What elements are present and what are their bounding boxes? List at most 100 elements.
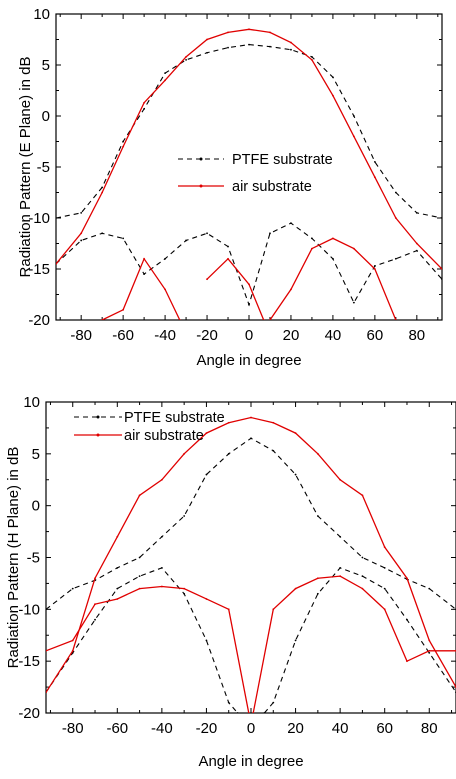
data-point xyxy=(373,161,376,163)
data-point xyxy=(339,575,342,578)
data-point xyxy=(428,587,431,590)
y-tick-label: 10 xyxy=(33,6,50,23)
data-point xyxy=(394,217,397,219)
data-point xyxy=(332,237,334,240)
data-point xyxy=(227,421,230,424)
data-point xyxy=(394,319,397,320)
data-point xyxy=(383,608,386,611)
chart-2: -80 -60 -40 -20 0 20 40 60 80 10 5 0 -5 -10 -15 -20 Angl… xyxy=(5,394,456,770)
legend-marker-ptfe-substrate xyxy=(96,415,100,419)
data-point xyxy=(428,651,431,654)
y-tick-label: 10 xyxy=(23,394,40,411)
data-point xyxy=(227,452,230,455)
data-point xyxy=(294,473,297,476)
x-tick-label: -40 xyxy=(151,720,173,737)
data-point xyxy=(205,598,208,600)
data-point xyxy=(138,556,141,559)
data-point xyxy=(415,242,418,245)
data-point xyxy=(80,212,83,214)
x-tick-label: -80 xyxy=(70,327,92,344)
x-axis-label: Angle in degree xyxy=(196,352,301,369)
data-point xyxy=(183,515,186,517)
series-air-substrate-line-3 xyxy=(252,575,456,713)
data-point xyxy=(101,319,104,320)
data-point xyxy=(116,598,119,600)
data-point xyxy=(263,712,266,713)
data-point xyxy=(227,31,229,34)
data-point xyxy=(205,639,208,642)
data-point xyxy=(361,587,364,590)
x-tick-label: 0 xyxy=(247,720,255,737)
data-point xyxy=(250,437,252,440)
data-point xyxy=(178,319,181,320)
data-point xyxy=(311,237,313,240)
data-point xyxy=(339,478,342,481)
y-tick-label: -20 xyxy=(28,312,50,329)
y-axis-label: Radiation Pattern (E Plane) in dB xyxy=(17,57,34,278)
x-tick-label: -80 xyxy=(62,720,84,737)
data-point xyxy=(394,257,397,260)
data-point xyxy=(227,46,229,49)
x-tick-label: -20 xyxy=(196,720,218,737)
data-point xyxy=(46,649,47,652)
plot-area xyxy=(46,416,456,713)
data-point xyxy=(205,473,208,476)
data-point xyxy=(394,191,397,194)
data-point xyxy=(138,575,141,578)
x-tick-label: 60 xyxy=(376,720,393,737)
x-tick-label: -20 xyxy=(196,327,218,344)
legend-marker-ptfe-substrate xyxy=(199,157,203,161)
series-air-substrate-line-3 xyxy=(206,257,265,320)
series-ptfe-substrate-line-1 xyxy=(46,437,456,610)
series-ptfe-substrate-line-3 xyxy=(263,567,456,713)
x-tick-label: 20 xyxy=(287,720,304,737)
data-point xyxy=(143,101,146,104)
data-point xyxy=(160,566,163,569)
data-point xyxy=(46,608,47,611)
data-point xyxy=(185,55,187,58)
data-point xyxy=(406,660,408,663)
data-point xyxy=(361,575,364,578)
data-point xyxy=(272,608,275,611)
data-point xyxy=(183,587,186,590)
data-point xyxy=(116,587,119,590)
data-point xyxy=(160,535,163,538)
data-point xyxy=(383,546,386,549)
legend-marker-air-substrate xyxy=(199,184,203,188)
series-air-substrate-line-2 xyxy=(46,585,250,713)
data-point xyxy=(373,176,376,179)
data-point xyxy=(122,140,125,143)
data-point xyxy=(262,319,265,320)
data-point xyxy=(164,257,166,260)
data-point xyxy=(441,217,442,219)
data-point xyxy=(311,247,313,250)
data-point xyxy=(441,268,442,270)
plot-frame xyxy=(45,401,456,714)
series-air-substrate-line-4 xyxy=(269,237,397,320)
data-point xyxy=(227,257,229,260)
data-point xyxy=(383,566,386,569)
data-point xyxy=(352,115,355,117)
data-point xyxy=(143,257,146,260)
data-point xyxy=(272,701,275,704)
data-point xyxy=(71,587,74,590)
data-point xyxy=(361,494,364,497)
data-point xyxy=(428,639,431,642)
data-point xyxy=(269,232,271,235)
data-point xyxy=(143,273,146,275)
y-tick-label: 0 xyxy=(42,108,50,125)
data-point xyxy=(250,416,252,419)
legend-marker-air-substrate xyxy=(96,433,100,437)
data-point xyxy=(415,249,418,252)
data-point xyxy=(183,592,186,595)
data-point xyxy=(116,535,119,538)
data-point xyxy=(269,45,271,48)
data-point xyxy=(138,587,141,590)
data-point xyxy=(441,278,442,281)
data-point xyxy=(80,232,83,235)
data-point xyxy=(294,587,297,590)
series-ptfe-substrate-line-2 xyxy=(46,567,239,713)
data-point xyxy=(316,452,319,455)
data-point xyxy=(290,222,292,225)
y-tick-label: -10 xyxy=(18,601,40,618)
